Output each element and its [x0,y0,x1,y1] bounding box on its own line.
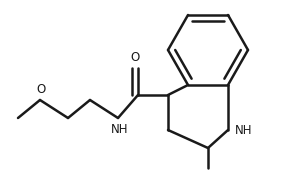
Text: NH: NH [235,124,253,137]
Text: O: O [36,83,45,96]
Text: NH: NH [111,123,128,136]
Text: O: O [131,50,140,64]
